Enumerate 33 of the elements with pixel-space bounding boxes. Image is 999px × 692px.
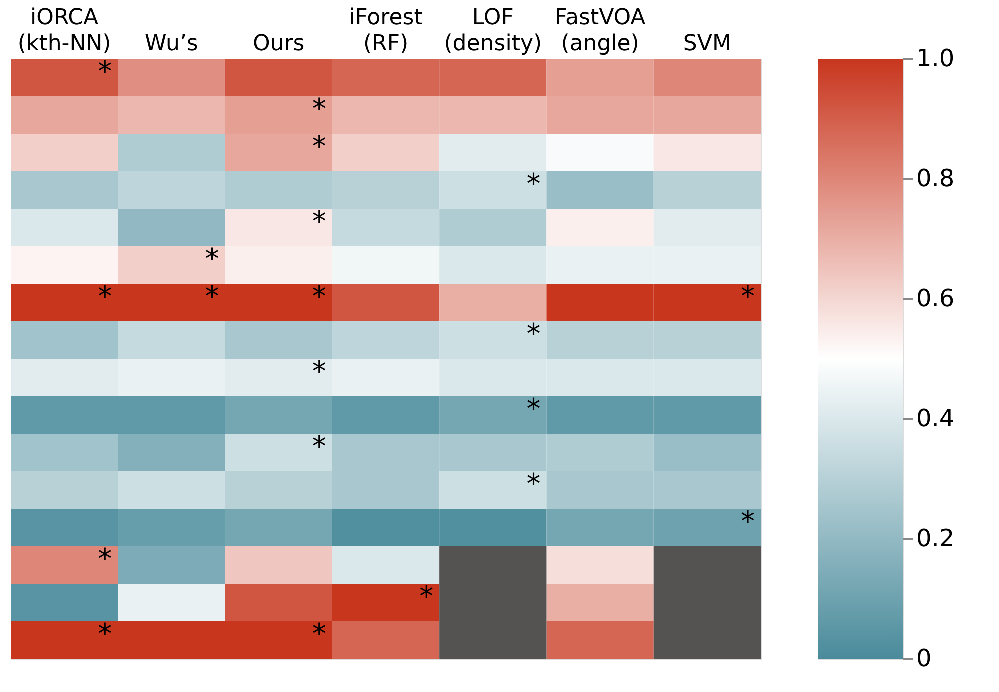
data-label: * bbox=[312, 280, 326, 313]
data-label: * bbox=[526, 318, 541, 350]
x-tick-label: iORCA (kth-NN) bbox=[18, 6, 112, 56]
data-label: * bbox=[420, 580, 434, 613]
x-tick-label: FastVOA (angle) bbox=[554, 6, 646, 56]
x-tick-label: LOF (density) bbox=[444, 6, 542, 56]
x-tick-label: Ours bbox=[252, 32, 305, 56]
data-label: * bbox=[98, 542, 112, 576]
data-label: * bbox=[312, 355, 326, 388]
data-label: * bbox=[312, 618, 326, 650]
data-label: * bbox=[526, 468, 541, 500]
data-label: * bbox=[98, 55, 112, 88]
color-bar-label: 0 bbox=[916, 644, 932, 672]
x-tick-label: iForest (RF) bbox=[349, 6, 424, 56]
data-label: * bbox=[741, 505, 755, 538]
x-tick-label: Wu’s bbox=[145, 32, 198, 56]
data-label: * bbox=[312, 130, 326, 163]
color-bar-label: 0.4 bbox=[916, 404, 955, 432]
data-label: * bbox=[98, 618, 112, 650]
color-bar-label: 0.8 bbox=[916, 164, 955, 192]
data-label: * bbox=[312, 92, 326, 126]
color-bar-label: 0.2 bbox=[916, 524, 955, 552]
x-tick-label: SVM bbox=[683, 32, 732, 56]
color-bar-label: 0.6 bbox=[916, 284, 955, 312]
data-label: * bbox=[526, 392, 541, 426]
data-label: * bbox=[98, 280, 112, 313]
data-label: * bbox=[205, 242, 220, 276]
data-label: * bbox=[526, 168, 541, 200]
data-label: * bbox=[312, 205, 326, 238]
data-label: * bbox=[205, 280, 220, 313]
color-bar-label: 1.0 bbox=[916, 44, 955, 72]
data-label: * bbox=[741, 280, 755, 313]
data-label: * bbox=[312, 430, 326, 463]
